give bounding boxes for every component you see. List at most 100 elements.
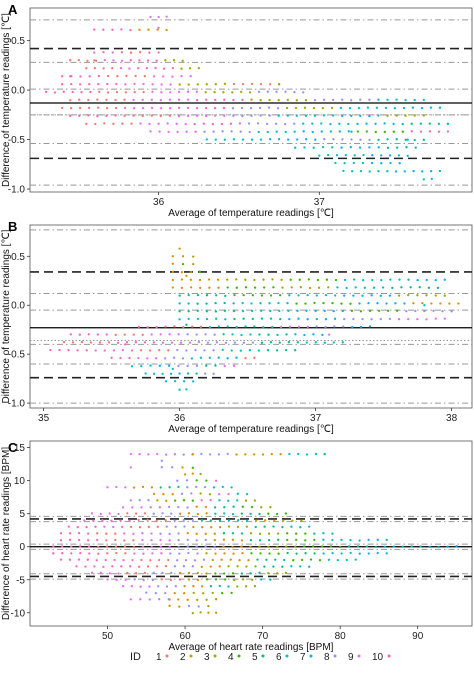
data-point <box>398 162 401 165</box>
data-point <box>295 302 298 305</box>
data-point <box>140 364 143 368</box>
data-point <box>313 114 317 117</box>
data-point <box>177 532 180 535</box>
data-point <box>356 122 359 126</box>
data-point <box>177 333 180 336</box>
data-point <box>279 317 282 321</box>
data-point <box>214 310 218 313</box>
data-point <box>196 571 199 575</box>
data-point <box>178 552 181 555</box>
data-point <box>283 558 286 562</box>
data-point <box>295 532 298 535</box>
data-point <box>236 492 239 495</box>
data-point <box>145 591 148 594</box>
data-point <box>155 565 159 568</box>
data-point <box>328 333 331 336</box>
data-point <box>121 525 124 529</box>
data-point <box>224 341 228 344</box>
data-point <box>238 122 242 125</box>
data-point <box>349 145 352 149</box>
data-point <box>352 317 355 321</box>
data-point <box>103 525 106 528</box>
data-point <box>128 356 131 360</box>
data-point <box>420 106 424 110</box>
data-point <box>223 364 226 368</box>
data-point <box>372 286 376 289</box>
data-point <box>141 98 144 101</box>
data-point <box>331 146 334 149</box>
data-point <box>341 114 344 118</box>
data-point <box>214 578 218 581</box>
panel-b: B 35 36 37 38 0.5 0.0 -0.5 -1.0 Average of temper… <box>1 219 473 435</box>
data-point <box>165 15 168 18</box>
data-point <box>380 162 383 165</box>
data-point <box>186 486 189 489</box>
data-point <box>93 51 96 54</box>
data-point <box>455 545 458 548</box>
data-point <box>103 58 106 62</box>
data-point <box>148 585 151 588</box>
data-point <box>278 309 281 313</box>
data-point <box>242 293 245 297</box>
data-point <box>294 349 297 352</box>
data-point <box>204 538 207 542</box>
data-point <box>232 138 236 141</box>
data-point <box>213 107 217 110</box>
data-point <box>323 138 326 141</box>
data-point <box>320 545 324 548</box>
data-point <box>245 525 248 528</box>
data-point <box>235 453 238 456</box>
data-point <box>284 512 288 515</box>
data-point <box>341 309 344 313</box>
data-point <box>124 83 127 86</box>
data-point <box>217 356 220 359</box>
data-point <box>416 278 419 282</box>
data-point <box>208 493 212 496</box>
data-point <box>98 90 101 93</box>
data-point <box>115 551 118 555</box>
data-point <box>241 114 244 118</box>
data-point <box>340 146 343 149</box>
data-point <box>257 90 261 93</box>
y-tick-label: -0.5 <box>8 135 26 146</box>
data-point <box>341 138 344 141</box>
data-point <box>160 578 163 581</box>
data-point <box>236 499 239 502</box>
data-point <box>129 51 133 54</box>
data-point <box>299 526 302 529</box>
data-point <box>191 499 194 502</box>
data-point <box>142 578 145 582</box>
data-point <box>101 519 104 522</box>
data-point <box>226 278 229 281</box>
data-point <box>235 286 238 289</box>
data-point <box>267 106 271 109</box>
data-point <box>171 262 174 265</box>
data-point <box>321 106 325 110</box>
data-point <box>105 98 108 101</box>
data-points <box>44 15 450 181</box>
data-point <box>377 309 381 312</box>
data-point <box>290 525 293 528</box>
data-point <box>115 82 118 86</box>
data-point <box>287 309 290 313</box>
data-point <box>154 592 157 595</box>
data-point <box>61 545 64 548</box>
data-point <box>217 325 220 328</box>
data-point <box>191 453 194 456</box>
data-point <box>152 512 155 515</box>
data-point <box>196 317 200 321</box>
legend-label: 1 <box>156 652 162 663</box>
data-point <box>157 122 160 125</box>
data-point <box>236 525 240 529</box>
data-point <box>253 585 257 588</box>
data-point <box>69 107 73 110</box>
data-point <box>266 90 269 93</box>
data-point <box>311 545 315 548</box>
data-point <box>235 325 238 329</box>
data-point <box>354 558 357 561</box>
data-point <box>200 518 204 522</box>
data-point <box>117 572 120 575</box>
data-point <box>186 506 189 509</box>
data-point <box>244 325 247 328</box>
data-point <box>244 286 248 289</box>
